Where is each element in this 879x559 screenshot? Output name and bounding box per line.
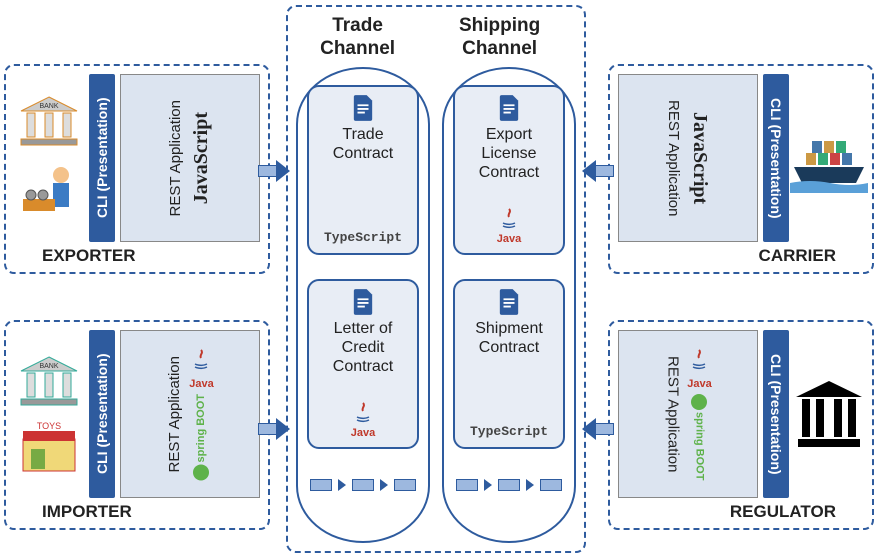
document-icon — [498, 289, 520, 315]
letter-contract-card: Letter of Credit Contract Java — [307, 279, 419, 449]
carrier-tech: JavaScript — [688, 112, 711, 204]
rest-label: REST Application — [665, 100, 682, 216]
channels-container: Trade Channel Shipping Channel Trade Con… — [286, 5, 586, 553]
regulator-arrow — [582, 418, 614, 440]
regulator-box: CLI (Presentation) REST Application Java… — [608, 320, 874, 530]
svg-text:TOYS: TOYS — [37, 421, 61, 431]
document-icon — [352, 95, 374, 121]
document-icon — [352, 289, 374, 315]
importer-name: IMPORTER — [42, 502, 132, 522]
chain-arrow-icon — [338, 479, 346, 491]
block-icon — [456, 479, 478, 491]
carrier-arrow — [582, 160, 614, 182]
spring-icon — [193, 464, 209, 480]
importer-icons: BANK TOYS — [14, 330, 84, 498]
java-label: Java — [687, 378, 711, 390]
shipment-contract-title: Shipment Contract — [459, 319, 559, 357]
bank-icon: BANK — [17, 93, 81, 149]
shipment-contract-tech: TypeScript — [470, 424, 548, 439]
exporter-box: BANK CLI (Presentation) REST Application… — [4, 64, 270, 274]
document-icon — [498, 95, 520, 121]
spring-icon — [691, 394, 707, 410]
spring-label: spring BOOT — [691, 394, 707, 480]
export-contract-card: Export License Contract Java — [453, 85, 565, 255]
export-contract-tech: Java — [497, 207, 521, 245]
block-icon — [394, 479, 416, 491]
importer-arrow — [258, 418, 290, 440]
java-icon — [351, 401, 375, 427]
exporter-icons: BANK — [14, 74, 84, 242]
channel-headers: Trade Channel Shipping Channel — [294, 15, 578, 61]
rest-app-box: REST Application Java spring BOOT — [618, 330, 758, 498]
block-icon — [498, 479, 520, 491]
shipping-channel-column: Export License Contract Java Shipment Co… — [440, 67, 578, 543]
ship-icon — [790, 123, 868, 193]
java-icon — [497, 207, 521, 233]
shipping-channel-header: Shipping Channel — [421, 15, 578, 61]
java-icon — [687, 348, 711, 374]
chain-arrow-icon — [380, 479, 388, 491]
block-icon — [352, 479, 374, 491]
rest-app-box: REST Application Java spring BOOT — [120, 330, 260, 498]
trade-contract-tech: TypeScript — [324, 230, 402, 245]
rest-app-box: REST Application JavaScript — [120, 74, 260, 242]
shipment-contract-card: Shipment Contract TypeScript — [453, 279, 565, 449]
regulator-name: REGULATOR — [730, 502, 836, 522]
export-contract-title: Export License Contract — [459, 125, 559, 183]
regulator-tech-stack: Java spring BOOT — [687, 348, 711, 480]
importer-box: BANK TOYS CLI (Presentation) REST Applic… — [4, 320, 270, 530]
block-icon — [540, 479, 562, 491]
java-label: Java — [351, 427, 375, 439]
rest-label: REST Application — [664, 356, 681, 472]
chain-arrow-icon — [484, 479, 492, 491]
importer-tech-stack: Java spring BOOT — [189, 348, 213, 480]
java-label: Java — [189, 378, 213, 390]
carrier-name: CARRIER — [759, 246, 836, 266]
cli-bar: CLI (Presentation) — [89, 74, 115, 242]
trade-channel-header: Trade Channel — [294, 15, 421, 61]
cli-bar: CLI (Presentation) — [763, 330, 789, 498]
bank-icon: BANK — [17, 353, 81, 409]
worker-icon — [17, 159, 81, 223]
cli-bar: CLI (Presentation) — [89, 330, 115, 498]
trade-channel-column: Trade Contract TypeScript Letter of Cred… — [294, 67, 432, 543]
trade-contract-title: Trade Contract — [313, 125, 413, 163]
trade-contract-card: Trade Contract TypeScript — [307, 85, 419, 255]
cli-bar: CLI (Presentation) — [763, 74, 789, 242]
shipping-blockchain-row — [456, 479, 562, 491]
rest-label: REST Application — [167, 100, 184, 216]
letter-contract-title: Letter of Credit Contract — [313, 319, 413, 377]
spring-label: spring BOOT — [193, 394, 209, 480]
letter-contract-tech: Java — [351, 401, 375, 439]
java-label: Java — [497, 233, 521, 245]
exporter-name: EXPORTER — [42, 246, 136, 266]
carrier-box: CLI (Presentation) REST Application Java… — [608, 64, 874, 274]
channels-body: Trade Contract TypeScript Letter of Cred… — [294, 67, 578, 543]
regulator-icons — [794, 330, 864, 498]
government-icon — [792, 377, 866, 451]
exporter-arrow — [258, 160, 290, 182]
trade-blockchain-row — [310, 479, 416, 491]
rest-label: REST Application — [166, 356, 183, 472]
block-icon — [310, 479, 332, 491]
java-icon — [189, 348, 213, 374]
exporter-tech: JavaScript — [190, 112, 213, 204]
carrier-icons — [794, 74, 864, 242]
svg-text:BANK: BANK — [39, 363, 58, 370]
store-icon: TOYS — [17, 419, 81, 475]
svg-text:BANK: BANK — [39, 103, 58, 110]
chain-arrow-icon — [526, 479, 534, 491]
rest-app-box: REST Application JavaScript — [618, 74, 758, 242]
